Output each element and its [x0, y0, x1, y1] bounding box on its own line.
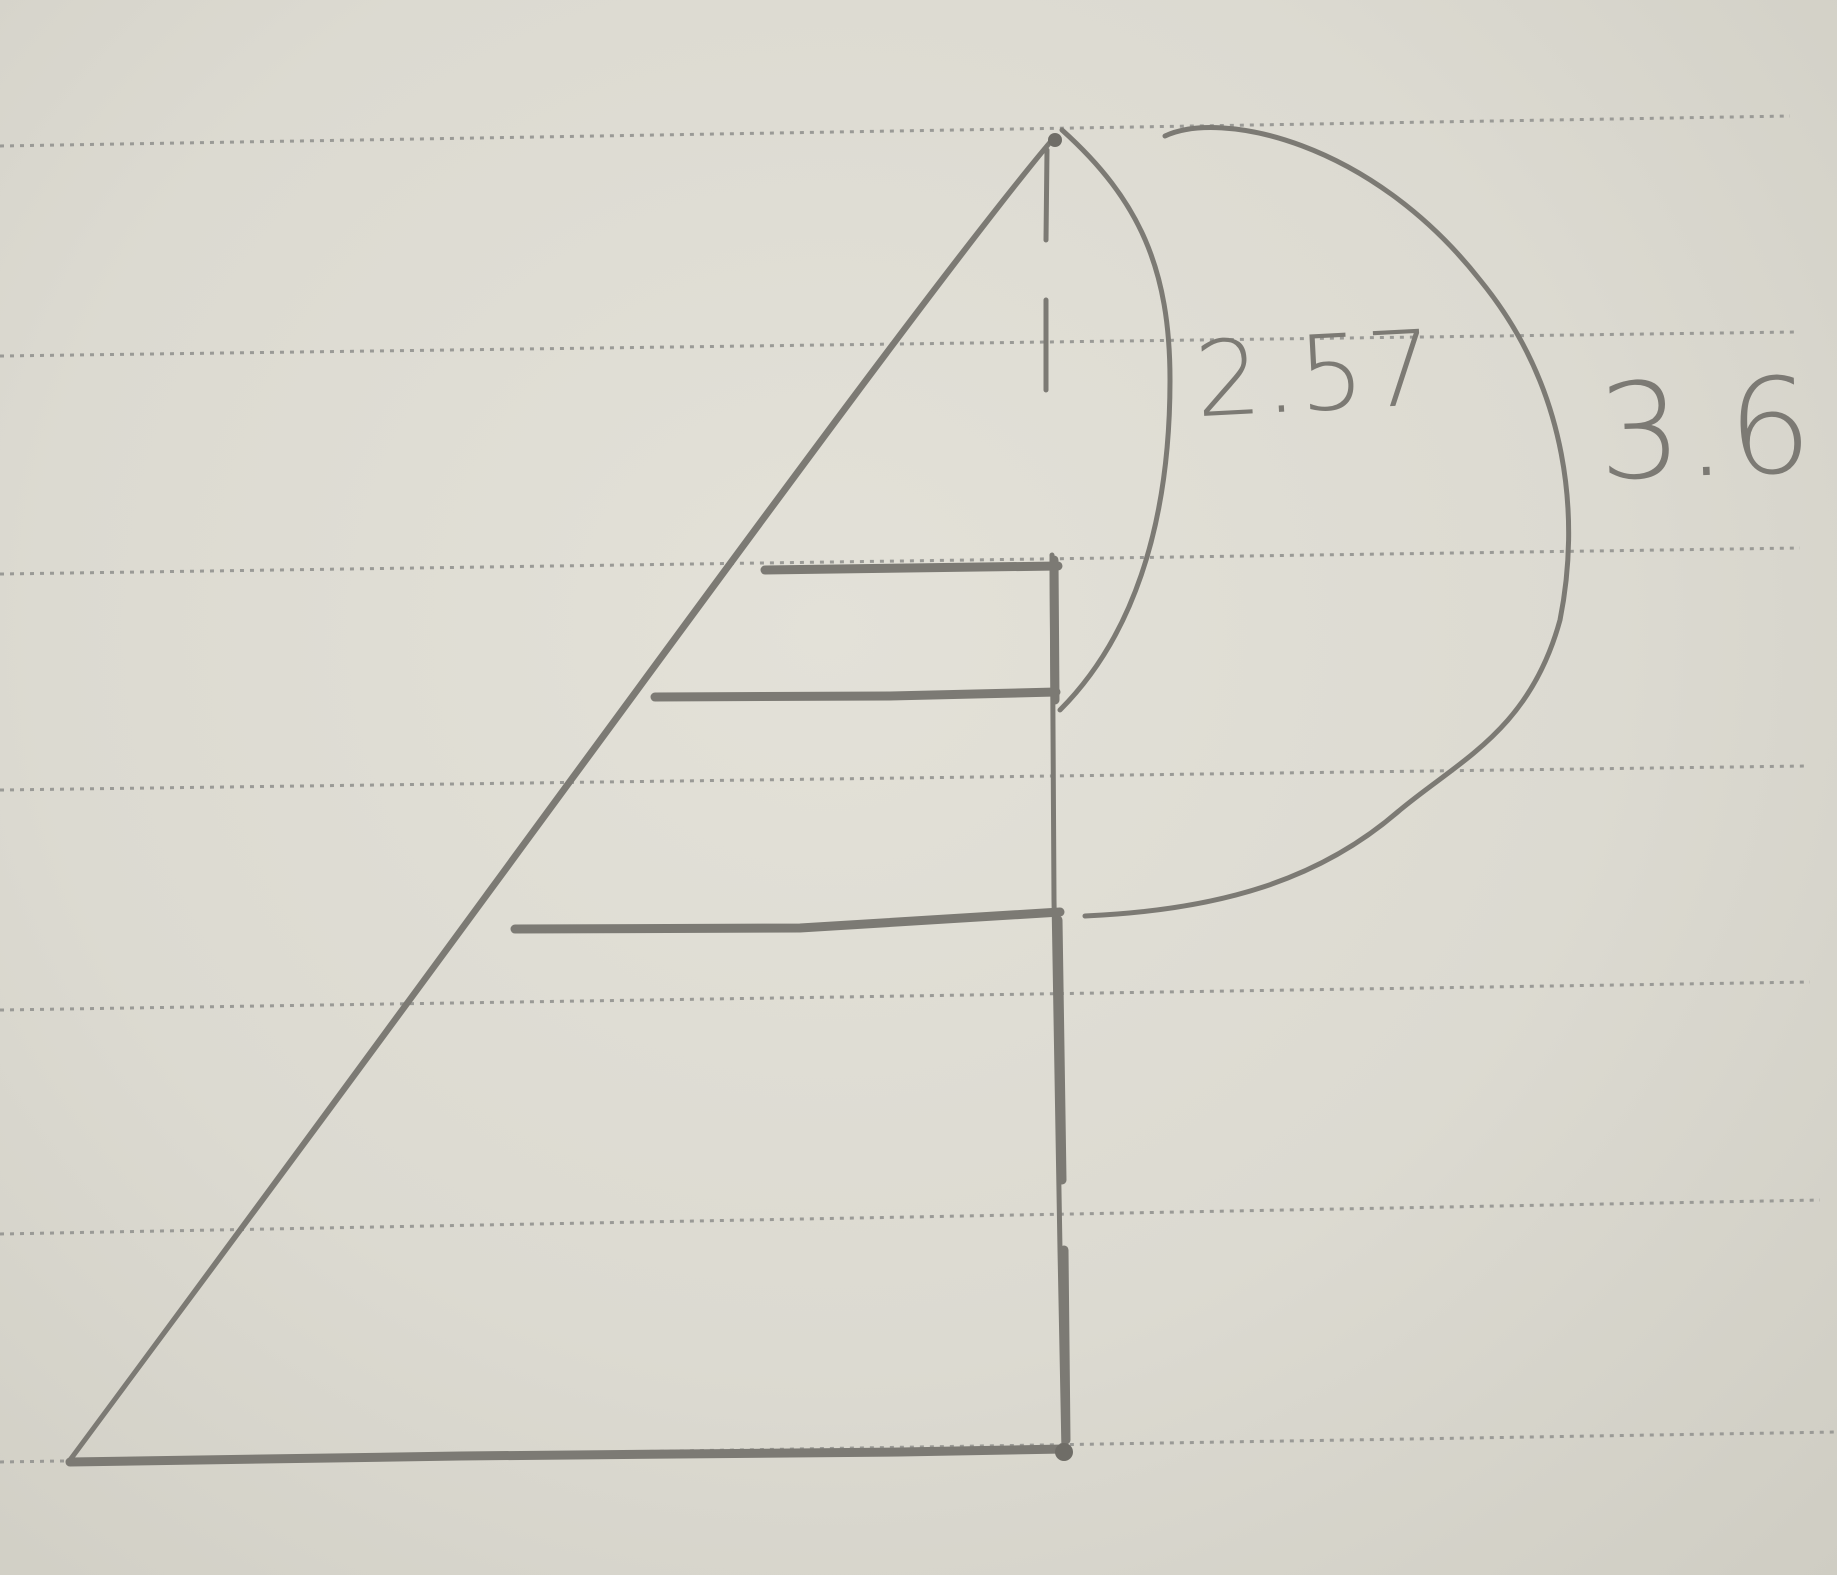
rung-top	[760, 561, 1063, 575]
outer-arc-label: 3.6	[1595, 349, 1817, 511]
triangle-hypotenuse-overstroke	[76, 148, 1047, 1452]
ruled-line	[0, 546, 1801, 576]
ruled-line	[0, 980, 1811, 1012]
outer-arc	[1082, 125, 1572, 919]
rung-middle	[650, 687, 1061, 702]
ruled-line	[0, 764, 1806, 792]
right-triangle	[65, 133, 1073, 1467]
apex-point	[1048, 133, 1062, 147]
triangle-hypotenuse	[67, 137, 1055, 1463]
dimension-arcs	[1057, 125, 1572, 919]
triangle-height-overstroke	[1049, 555, 1071, 1445]
rung-bottom	[510, 907, 1065, 934]
ruled-line	[0, 1198, 1821, 1236]
ruled-line	[0, 114, 1791, 148]
notebook-ruled-lines	[0, 114, 1837, 1464]
rungs	[510, 561, 1065, 934]
triangle-base	[65, 1444, 1069, 1467]
inner-arc	[1057, 127, 1173, 713]
inner-arc-label: 2.57	[1191, 306, 1438, 442]
ruled-line	[0, 1430, 1837, 1464]
right-angle-vertex	[1055, 1443, 1073, 1461]
